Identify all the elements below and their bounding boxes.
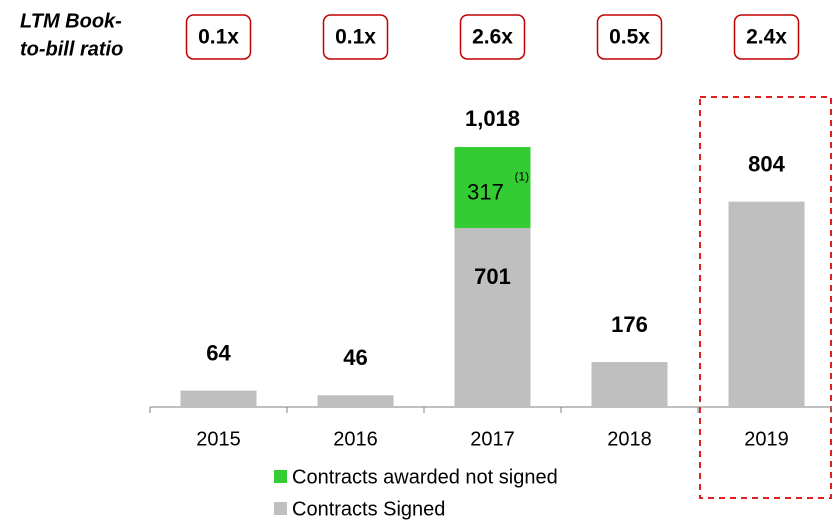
- value-label: 317: [467, 179, 504, 204]
- legend-swatch: [274, 470, 287, 483]
- x-tick-label: 2015: [196, 428, 241, 450]
- legend-label: Contracts Signed: [292, 498, 445, 520]
- bar-segment: [728, 201, 805, 407]
- value-label: 804: [748, 151, 785, 176]
- value-label: 46: [343, 345, 367, 370]
- ratio-value: 0.1x: [198, 26, 239, 49]
- ratio-label: LTM Book-: [20, 10, 122, 32]
- ratio-box: [322, 14, 389, 60]
- legend-label: Contracts awarded not signed: [292, 466, 558, 488]
- ratio-box: [459, 14, 526, 60]
- value-label: 64: [206, 340, 231, 365]
- x-tick-label: 2019: [744, 428, 789, 450]
- value-label: 701: [474, 264, 511, 289]
- bar-segment: [454, 227, 531, 407]
- bar-segment: [180, 390, 257, 407]
- value-label: 176: [611, 312, 648, 337]
- x-tick-label: 2016: [333, 428, 378, 450]
- ratio-box: [596, 14, 663, 60]
- bar-segment: [317, 395, 394, 407]
- highlight-box: [699, 96, 832, 499]
- legend-swatch: [274, 502, 287, 515]
- ratio-value: 2.6x: [472, 26, 513, 49]
- ratio-box: [185, 14, 252, 60]
- ratio-value: 2.4x: [746, 26, 787, 49]
- total-label: 1,018: [465, 106, 520, 131]
- footnote-marker: (1): [515, 170, 530, 184]
- ratio-value: 0.1x: [335, 26, 376, 49]
- ratio-label: to-bill ratio: [20, 38, 123, 60]
- x-tick-label: 2018: [607, 428, 652, 450]
- ratio-box: [733, 14, 800, 60]
- x-tick-label: 2017: [470, 428, 515, 450]
- bar-segment: [454, 147, 531, 228]
- ratio-value: 0.5x: [609, 26, 650, 49]
- bar-segment: [591, 362, 668, 407]
